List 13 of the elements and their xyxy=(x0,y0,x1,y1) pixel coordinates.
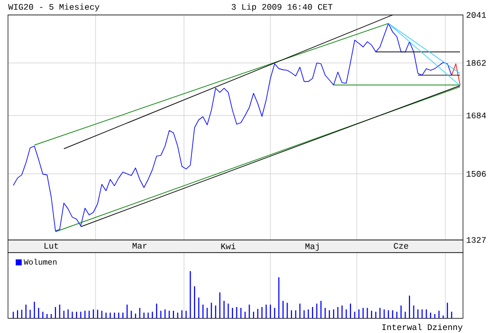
x-tick-label: Cze xyxy=(394,242,408,249)
y-tick-label: 2041 xyxy=(466,12,486,18)
x-tick-label: Maj xyxy=(305,242,319,251)
text: Interwal Dzienny xyxy=(382,324,463,332)
y-tick-label: 1506 xyxy=(466,170,486,177)
x-tick-label: Mar xyxy=(132,242,147,249)
chart-title: WIG20 - 5 Miesiecy xyxy=(8,4,100,12)
y-tick-label: 1862 xyxy=(466,60,486,66)
y-tick-label: 1327 xyxy=(466,237,486,243)
y-tick-label: 1684 xyxy=(466,112,486,118)
x-tick-label: Kwi xyxy=(221,242,236,250)
chart-subtitle: 3 Lip 2009 16:40 CET xyxy=(232,4,332,12)
x-tick-label: Lut xyxy=(44,242,58,249)
